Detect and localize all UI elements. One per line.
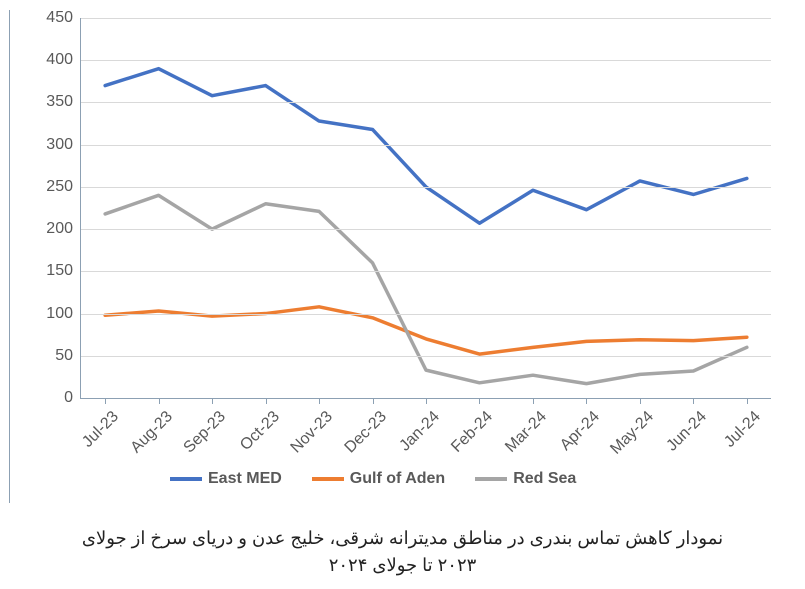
gridline	[81, 314, 771, 315]
legend-label: East MED	[208, 470, 282, 488]
x-tick-label: Aug-23	[121, 408, 176, 463]
gridline	[81, 145, 771, 146]
y-tick-label: 0	[64, 389, 73, 407]
x-tick	[373, 398, 374, 404]
legend-swatch	[475, 477, 507, 481]
x-tick	[586, 398, 587, 404]
y-tick-label: 50	[55, 347, 73, 365]
gridline	[81, 60, 771, 61]
x-tick-label: Jan-24	[389, 408, 444, 463]
x-tick-label: Dec-23	[335, 408, 390, 463]
y-tick-label: 300	[46, 136, 73, 154]
x-tick	[105, 398, 106, 404]
caption-line1: نمودار کاهش تماس بندری در مناطق مدیترانه…	[82, 528, 723, 548]
y-tick-label: 400	[46, 51, 73, 69]
x-tick-label: Apr-24	[549, 408, 604, 463]
x-tick-label: Jul-24	[709, 408, 764, 463]
x-tick	[159, 398, 160, 404]
x-tick-label: Feb-24	[442, 408, 497, 463]
legend-swatch	[170, 477, 202, 481]
x-tick-label: Nov-23	[282, 408, 337, 463]
gridline	[81, 356, 771, 357]
chart-lines-svg	[81, 18, 771, 398]
y-tick-label: 200	[46, 220, 73, 238]
x-tick-label: Mar-24	[496, 408, 551, 463]
gridline	[81, 18, 771, 19]
y-tick-label: 150	[46, 262, 73, 280]
x-tick-label: Jul-23	[68, 408, 123, 463]
y-tick-label: 450	[46, 9, 73, 27]
gridline	[81, 271, 771, 272]
x-tick-label: Jun-24	[656, 408, 711, 463]
left-outer-border	[9, 10, 10, 503]
y-tick-label: 250	[46, 178, 73, 196]
x-tick	[479, 398, 480, 404]
legend-label: Red Sea	[513, 470, 576, 488]
legend-label: Gulf of Aden	[350, 470, 445, 488]
gridline	[81, 102, 771, 103]
x-tick-label: Oct-23	[228, 408, 283, 463]
x-tick-label: Sep-23	[175, 408, 230, 463]
x-tick	[533, 398, 534, 404]
x-tick	[426, 398, 427, 404]
x-tick-label: May-24	[602, 408, 657, 463]
page: 0 50 100 150 200 250 300 350 400 450 Jul-23Aug-23S…	[0, 0, 805, 589]
x-tick	[640, 398, 641, 404]
chart-caption: نمودار کاهش تماس بندری در مناطق مدیترانه…	[0, 525, 805, 579]
x-tick	[693, 398, 694, 404]
x-tick	[747, 398, 748, 404]
line-chart: 050100150200250300350400450Jul-23Aug-23S…	[80, 18, 771, 399]
legend-swatch	[312, 477, 344, 481]
y-tick-label: 350	[46, 93, 73, 111]
legend-item: Gulf of Aden	[312, 470, 445, 488]
caption-line2: ۲۰۲۳ تا جولای ۲۰۲۴	[329, 555, 477, 575]
chart-legend: East MED Gulf of Aden Red Sea	[170, 470, 576, 488]
gridline	[81, 229, 771, 230]
x-tick	[212, 398, 213, 404]
legend-item: Red Sea	[475, 470, 576, 488]
x-tick	[319, 398, 320, 404]
y-tick-label: 100	[46, 305, 73, 323]
series-line	[105, 69, 747, 224]
x-tick	[266, 398, 267, 404]
gridline	[81, 187, 771, 188]
legend-item: East MED	[170, 470, 282, 488]
